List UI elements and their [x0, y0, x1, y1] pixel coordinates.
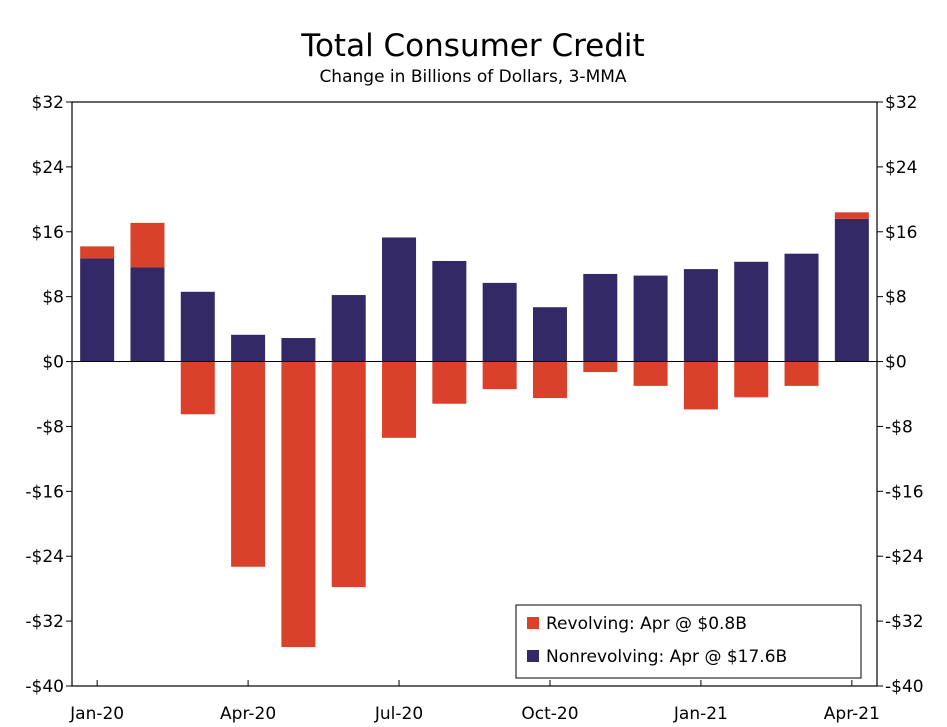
- bar-nonrevolving-apr-21: [834, 218, 869, 362]
- y-tick-label-left: $0: [42, 353, 64, 373]
- bar-revolving-dec-20: [633, 361, 668, 386]
- bar-nonrevolving-jun-20: [331, 295, 366, 362]
- y-tick-label-left: -$16: [25, 482, 64, 502]
- plot-frame: [71, 101, 878, 687]
- bar-revolving-mar-20: [180, 361, 215, 415]
- x-axis: Jan-20 Apr-20 Jul-20 Oct-20 Jan-21 Apr-21: [69, 680, 880, 724]
- y-tick-label-right: -$24: [885, 547, 924, 567]
- bar-revolving-aug-20: [432, 361, 467, 404]
- y-tick-label-right: $16: [885, 223, 917, 243]
- bar-revolving-jul-20: [382, 361, 417, 438]
- legend-label-nonrevolving: Nonrevolving: Apr @ $17.6B: [546, 647, 787, 667]
- bar-nonrevolving-mar-20: [180, 291, 215, 362]
- bar-nonrevolving-may-20: [281, 338, 316, 362]
- legend-box: [515, 604, 862, 679]
- y-tick-label-left: -$32: [25, 612, 64, 632]
- x-tick-label: Jan-20: [69, 704, 124, 724]
- bar-revolving-feb-20: [130, 222, 165, 268]
- legend-swatch-revolving: [527, 617, 539, 629]
- bar-revolving-oct-20: [532, 361, 567, 399]
- bar-nonrevolving-jan-21: [683, 269, 718, 362]
- bar-nonrevolving-jan-20: [80, 258, 115, 362]
- x-tick-label: Jan-21: [673, 704, 728, 724]
- bar-revolving-apr-20: [231, 361, 266, 567]
- y-tick-label-right: -$40: [885, 677, 924, 697]
- bar-nonrevolving-sep-20: [482, 282, 517, 362]
- bar-revolving-sep-20: [482, 361, 517, 390]
- bar-nonrevolving-nov-20: [583, 273, 618, 362]
- y-tick-label-left: $24: [32, 158, 64, 178]
- y-axis-right: $32 $24 $16 $8 $0 -$8 -$16 -$24 -$32 -$40: [877, 93, 924, 697]
- x-tick-label: Apr-20: [220, 704, 276, 724]
- chart-subtitle: Change in Billions of Dollars, 3-MMA: [319, 67, 626, 87]
- y-tick-label-right: $24: [885, 158, 917, 178]
- y-tick-label-left: -$40: [25, 677, 64, 697]
- legend: Revolving: Apr @ $0.8B Nonrevolving: Apr…: [515, 604, 862, 679]
- bar-revolving-jan-21: [683, 361, 718, 410]
- bar-revolving-apr-21: [834, 212, 869, 219]
- y-tick-label-left: -$24: [25, 547, 64, 567]
- y-tick-label-left: -$8: [36, 417, 64, 437]
- y-tick-label-right: -$32: [885, 612, 924, 632]
- bars-group: [80, 212, 869, 648]
- bar-nonrevolving-feb-21: [734, 261, 769, 362]
- x-tick-label: Oct-20: [521, 704, 578, 724]
- bar-nonrevolving-oct-20: [532, 307, 567, 362]
- bar-nonrevolving-aug-20: [432, 260, 467, 362]
- bar-nonrevolving-dec-20: [633, 275, 668, 362]
- bar-nonrevolving-feb-20: [130, 267, 165, 362]
- chart-title: Total Consumer Credit: [300, 28, 644, 64]
- y-tick-label-right: -$8: [885, 417, 913, 437]
- bar-revolving-jun-20: [331, 361, 366, 588]
- bar-nonrevolving-mar-21: [784, 253, 819, 362]
- y-tick-label-right: $8: [885, 288, 907, 308]
- y-tick-label-left: $16: [32, 223, 64, 243]
- bar-nonrevolving-apr-20: [231, 334, 266, 362]
- y-tick-label-right: -$16: [885, 482, 924, 502]
- y-tick-label-right: $32: [885, 93, 917, 113]
- x-tick-label: Jul-20: [374, 704, 423, 724]
- legend-swatch-nonrevolving: [527, 650, 539, 662]
- y-axis-left: $32 $24 $16 $8 $0 -$8 -$16 -$24 -$32 -$40: [25, 93, 72, 697]
- x-tick-label: Apr-21: [824, 704, 880, 724]
- bar-revolving-may-20: [281, 361, 316, 648]
- bar-revolving-jan-20: [80, 246, 115, 259]
- y-tick-label-right: $0: [885, 353, 907, 373]
- bar-revolving-nov-20: [583, 361, 618, 373]
- legend-label-revolving: Revolving: Apr @ $0.8B: [546, 614, 747, 634]
- bar-nonrevolving-jul-20: [382, 237, 417, 362]
- y-tick-label-left: $8: [42, 288, 64, 308]
- y-tick-label-left: $32: [32, 93, 64, 113]
- bar-revolving-feb-21: [734, 361, 769, 398]
- bar-revolving-mar-21: [784, 361, 819, 386]
